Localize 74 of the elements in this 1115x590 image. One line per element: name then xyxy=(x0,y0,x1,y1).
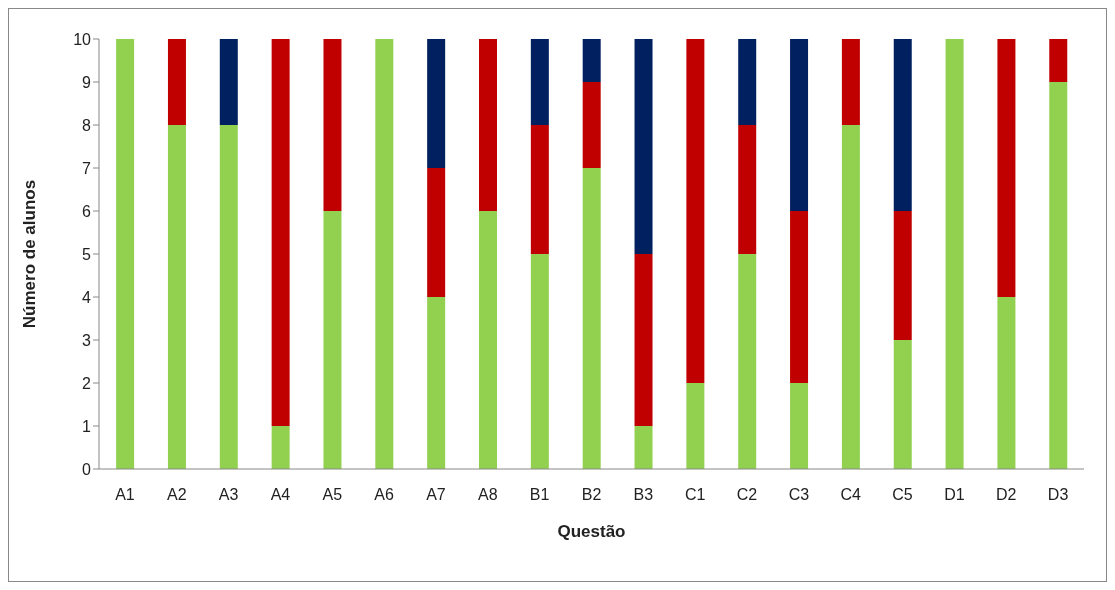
bar xyxy=(997,39,1016,297)
bar xyxy=(1049,39,1068,82)
bar xyxy=(893,211,912,340)
y-tick-label: 2 xyxy=(82,374,92,392)
y-tick-label: 7 xyxy=(82,159,92,177)
x-axis-title: Questão xyxy=(557,522,626,541)
bar xyxy=(790,39,809,211)
x-tick-label: D2 xyxy=(996,486,1017,504)
bar xyxy=(686,383,705,469)
bar xyxy=(841,39,860,125)
bar xyxy=(634,254,653,426)
bar xyxy=(219,39,238,125)
y-tick-label: 9 xyxy=(82,73,92,91)
y-axis-title: Número de alunos xyxy=(20,179,40,329)
bar xyxy=(790,383,809,469)
x-tick-label: C5 xyxy=(892,486,913,504)
bar xyxy=(582,39,601,82)
bar xyxy=(582,168,601,469)
bar xyxy=(738,125,757,254)
bar xyxy=(116,39,135,469)
y-tick-label: 0 xyxy=(82,460,92,478)
bar xyxy=(323,39,342,211)
bar xyxy=(790,211,809,383)
x-tick-label: C2 xyxy=(736,486,758,504)
bar xyxy=(375,39,394,469)
x-tick-label: A4 xyxy=(270,486,291,504)
bar xyxy=(582,82,601,168)
x-tick-label: B3 xyxy=(633,486,654,504)
y-tick-label: 4 xyxy=(82,288,92,306)
x-tick-label: A7 xyxy=(426,486,446,504)
bar xyxy=(271,426,290,469)
y-tick-label: 8 xyxy=(82,116,92,134)
bar xyxy=(893,340,912,469)
bar xyxy=(427,168,446,297)
x-tick-label: B1 xyxy=(529,486,550,504)
x-tick-label: D3 xyxy=(1047,486,1069,504)
bar xyxy=(530,254,549,469)
bar xyxy=(530,125,549,254)
bar xyxy=(841,125,860,469)
bar xyxy=(219,125,238,469)
x-tick-label: A8 xyxy=(478,486,498,504)
bar xyxy=(167,125,186,469)
y-tick-label: 1 xyxy=(82,417,92,435)
bar xyxy=(1049,82,1068,469)
bar xyxy=(738,39,757,125)
x-tick-label: A5 xyxy=(322,486,343,504)
bar xyxy=(479,211,497,469)
bar xyxy=(997,297,1016,469)
x-tick-label: C1 xyxy=(684,486,706,504)
x-tick-label: A2 xyxy=(166,486,187,504)
x-tick-label: C4 xyxy=(840,486,862,504)
bar xyxy=(323,211,342,469)
bar xyxy=(893,39,912,211)
x-tick-label: A6 xyxy=(374,486,395,504)
bar xyxy=(427,39,446,168)
bar xyxy=(634,426,653,469)
y-tick-label: 3 xyxy=(82,331,92,349)
y-tick-label: 6 xyxy=(82,202,92,220)
bar xyxy=(479,39,497,211)
bar xyxy=(530,39,549,125)
bar xyxy=(634,39,653,254)
y-tick-label: 10 xyxy=(73,30,92,48)
x-tick-label: D1 xyxy=(944,486,965,504)
bar xyxy=(945,39,964,469)
x-tick-label: B2 xyxy=(581,486,602,504)
x-tick-label: A1 xyxy=(115,486,135,504)
x-tick-label: A3 xyxy=(218,486,239,504)
bar xyxy=(738,254,757,469)
y-tick-label: 5 xyxy=(82,245,92,263)
bar xyxy=(167,39,186,125)
bar xyxy=(686,39,705,383)
bar xyxy=(271,39,290,426)
x-tick-label: C3 xyxy=(788,486,810,504)
bar xyxy=(427,297,446,469)
